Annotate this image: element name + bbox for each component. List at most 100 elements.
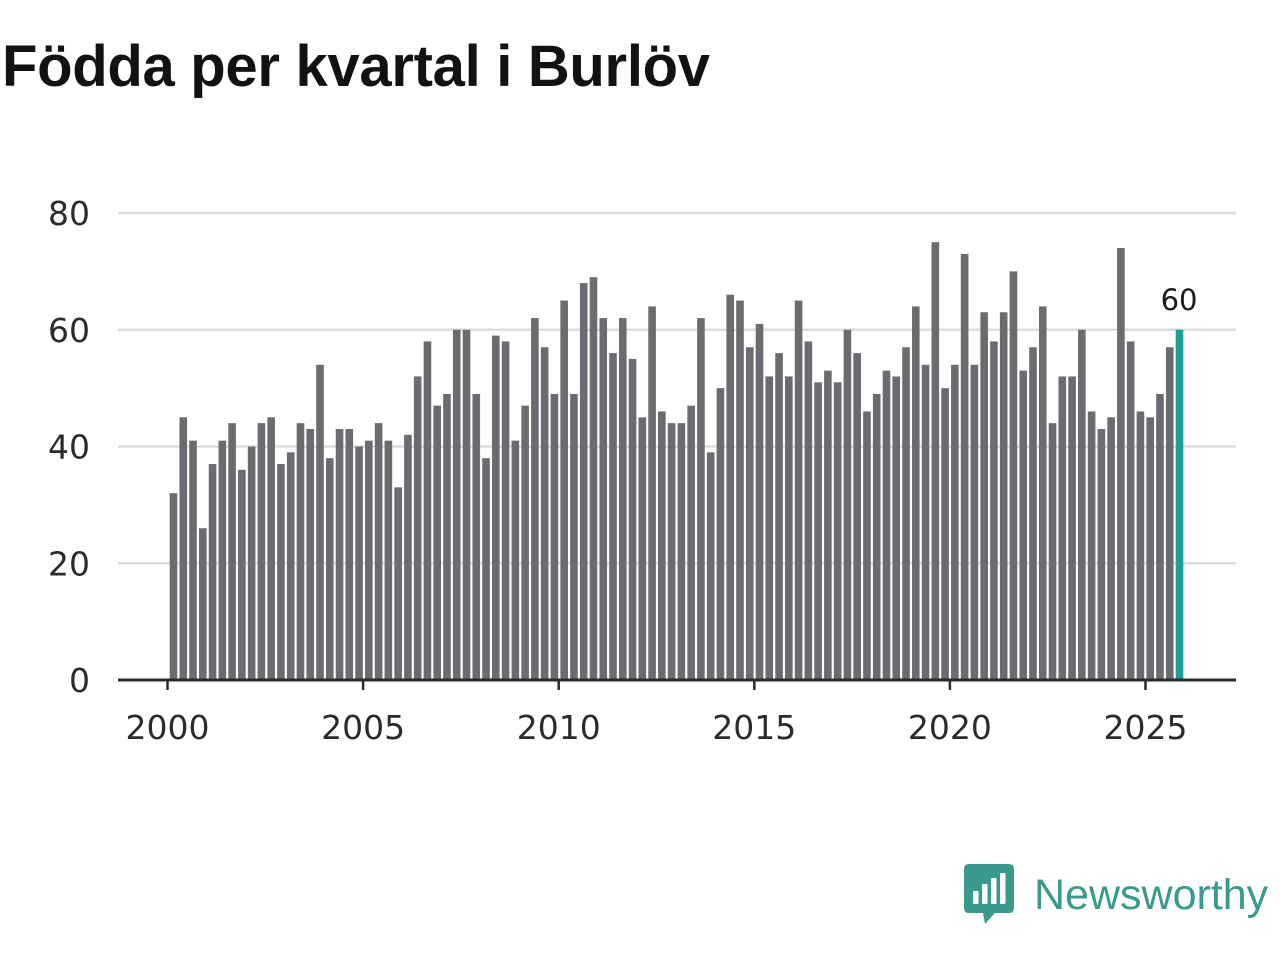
bar: [658, 411, 666, 680]
bar: [277, 464, 285, 680]
bar: [1038, 306, 1047, 680]
x-axis-labels: 2000 2005 2010 2015 2020 2025: [126, 708, 1188, 747]
bar: [960, 253, 969, 681]
y-axis-labels: 0 20 40 60 80: [48, 194, 90, 700]
bar: [843, 329, 852, 680]
y-tick-label: 80: [48, 194, 90, 233]
bar: [892, 376, 901, 680]
bar: [296, 423, 305, 680]
bar: [511, 440, 520, 680]
bar: [687, 405, 695, 680]
bar: [1117, 248, 1125, 680]
bar: [970, 364, 979, 680]
chart-title: Födda per kvartal i Burlöv: [2, 34, 710, 99]
bar: [462, 329, 471, 680]
bar: [648, 306, 656, 680]
bar: [570, 393, 578, 680]
bar: [1019, 370, 1028, 680]
bar: [941, 388, 949, 680]
bar: [765, 376, 774, 680]
bar: [1068, 376, 1076, 680]
bar: [199, 528, 207, 680]
bar: [413, 376, 422, 680]
bar: [863, 411, 871, 680]
bar: [1097, 428, 1106, 680]
x-axis: [118, 678, 1236, 690]
y-tick-label: 40: [48, 428, 90, 467]
bar: [482, 458, 490, 680]
bar: [365, 440, 373, 680]
bar: [521, 405, 529, 680]
x-tick-label: 2015: [712, 708, 796, 747]
bar: [1048, 423, 1057, 680]
x-tick-label: 2005: [321, 708, 405, 747]
bar: [560, 300, 568, 680]
x-tick-label: 2020: [908, 708, 992, 747]
bar: [794, 300, 803, 680]
bar: [247, 446, 256, 680]
bar: [335, 428, 344, 680]
bar: [902, 347, 910, 680]
bar: [452, 329, 461, 680]
x-tick-label: 2010: [517, 708, 601, 747]
bar: [472, 393, 481, 680]
bar: [677, 423, 686, 680]
bar: [589, 277, 598, 680]
bar: [1156, 393, 1164, 680]
bar: [267, 417, 275, 680]
bar: [667, 423, 676, 680]
bar: [433, 405, 442, 680]
bar: [921, 364, 930, 680]
bars: [169, 242, 1184, 681]
bar: [355, 446, 363, 680]
bar: [1165, 347, 1174, 680]
bar: [951, 364, 959, 680]
bar: [1126, 341, 1135, 680]
bar: [1175, 329, 1184, 680]
bar: [990, 341, 998, 680]
newsworthy-logo-icon: [964, 864, 1014, 924]
bar: [345, 428, 354, 680]
bar: [804, 341, 813, 680]
bar: [384, 440, 393, 680]
bar: [745, 347, 754, 680]
bar: [1087, 411, 1096, 680]
bar: [999, 312, 1008, 680]
x-tick-label: 2025: [1104, 708, 1188, 747]
bar: [980, 312, 988, 680]
bar: [618, 318, 627, 680]
bar: [404, 434, 412, 680]
bar: [189, 440, 197, 680]
bar: [785, 376, 793, 680]
bar: [814, 382, 822, 680]
bar: [628, 358, 637, 680]
bar: [1146, 417, 1154, 680]
bar: [1058, 376, 1067, 680]
bar: [833, 382, 842, 680]
bar: [208, 464, 217, 680]
bar: [931, 242, 940, 680]
bar: [531, 318, 539, 680]
bar: [257, 423, 266, 680]
bar: [286, 452, 295, 680]
bar: [238, 469, 246, 680]
bar: [775, 353, 783, 680]
bar: [501, 341, 510, 680]
bar: [911, 306, 920, 680]
bar: [716, 388, 725, 680]
bar: [540, 347, 549, 680]
x-tick-label: 2000: [126, 708, 210, 747]
bar: [228, 423, 236, 680]
last-value-label: 60: [1161, 283, 1198, 317]
bar: [218, 440, 227, 680]
bar: [179, 417, 188, 680]
bar: [755, 323, 764, 680]
bar: [706, 452, 715, 680]
bar: [374, 423, 383, 680]
bar: [882, 370, 891, 680]
bar: [550, 393, 559, 680]
bar: [1136, 411, 1145, 680]
bar: [306, 428, 315, 680]
bar: [492, 335, 500, 680]
